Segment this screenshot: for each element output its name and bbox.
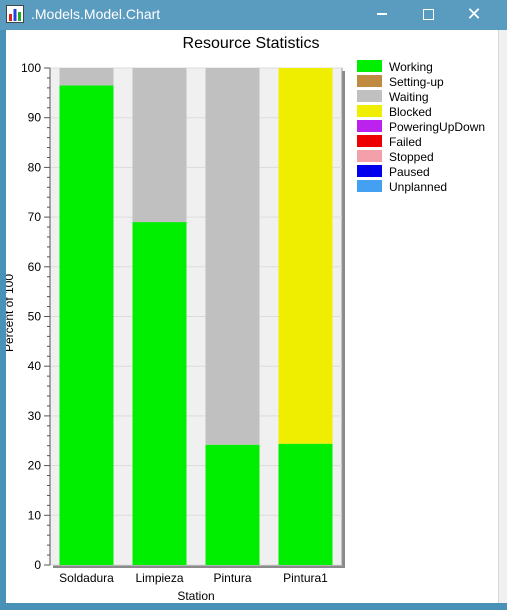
legend-swatch bbox=[357, 60, 382, 72]
y-axis-label: Percent of 100 bbox=[6, 274, 16, 352]
x-tick-label: Pintura1 bbox=[283, 571, 328, 585]
y-tick-label: 100 bbox=[21, 61, 41, 75]
legend-swatch bbox=[357, 120, 382, 132]
y-tick-label: 60 bbox=[28, 260, 42, 274]
chart-legend: WorkingSetting-upWaitingBlockedPoweringU… bbox=[357, 60, 485, 194]
legend-label: Unplanned bbox=[389, 180, 447, 194]
window-title: .Models.Model.Chart bbox=[31, 6, 161, 22]
legend-swatch bbox=[357, 150, 382, 162]
minimize-button[interactable] bbox=[359, 0, 405, 30]
legend-label: Failed bbox=[389, 135, 422, 149]
y-tick-label: 50 bbox=[28, 310, 42, 324]
y-tick-label: 0 bbox=[34, 558, 41, 572]
close-button[interactable]: ✕ bbox=[451, 0, 497, 30]
chart-client-area: Soldadura Limpieza Pintura Pintura1 0 10 20 30 4… bbox=[6, 30, 498, 603]
y-tick-label: 40 bbox=[28, 359, 42, 373]
bar-waiting-soldadura bbox=[59, 68, 114, 86]
y-tick-label: 20 bbox=[28, 459, 42, 473]
x-tick-label: Limpieza bbox=[135, 571, 183, 585]
bar-waiting-pintura bbox=[205, 68, 260, 445]
bar-working-pintura1 bbox=[278, 443, 333, 565]
bar-blocked-pintura1 bbox=[278, 68, 333, 444]
x-tick-label: Soldadura bbox=[59, 571, 114, 585]
close-icon: ✕ bbox=[466, 4, 482, 24]
legend-label: Setting-up bbox=[389, 75, 444, 89]
legend-label: Working bbox=[389, 60, 433, 74]
resource-statistics-chart: Soldadura Limpieza Pintura Pintura1 0 10 20 30 4… bbox=[6, 35, 485, 603]
legend-swatch bbox=[357, 90, 382, 102]
chart-title: Resource Statistics bbox=[183, 35, 320, 52]
x-tick-label: Pintura bbox=[213, 571, 251, 585]
window-titlebar[interactable]: .Models.Model.Chart ✕ bbox=[0, 0, 507, 30]
legend-label: Waiting bbox=[389, 90, 429, 104]
legend-label: Stopped bbox=[389, 150, 434, 164]
y-tick-label: 90 bbox=[28, 111, 42, 125]
bar-chart-icon bbox=[6, 5, 24, 23]
plot-layer: Soldadura Limpieza Pintura Pintura1 0 10 20 30 4… bbox=[21, 61, 345, 585]
y-tick-label: 70 bbox=[28, 210, 42, 224]
legend-label: PoweringUpDown bbox=[389, 120, 485, 134]
maximize-button[interactable] bbox=[405, 0, 451, 30]
maximize-icon bbox=[422, 8, 434, 20]
legend-label: Paused bbox=[389, 165, 430, 179]
bar-working-limpieza bbox=[132, 222, 187, 565]
legend-swatch bbox=[357, 105, 382, 117]
legend-swatch bbox=[357, 75, 382, 87]
y-tick-label: 80 bbox=[28, 160, 42, 174]
y-tick-label: 10 bbox=[28, 508, 42, 522]
minimize-icon bbox=[377, 13, 387, 16]
y-tick-label: 30 bbox=[28, 409, 42, 423]
legend-swatch bbox=[357, 180, 382, 192]
bar-working-pintura bbox=[205, 444, 260, 565]
legend-swatch bbox=[357, 135, 382, 147]
legend-swatch bbox=[357, 165, 382, 177]
x-axis-label: Station bbox=[177, 589, 214, 603]
bar-working-soldadura bbox=[59, 85, 114, 565]
background-window-edge bbox=[498, 30, 507, 603]
bar-waiting-limpieza bbox=[132, 68, 187, 223]
legend-label: Blocked bbox=[389, 105, 432, 119]
